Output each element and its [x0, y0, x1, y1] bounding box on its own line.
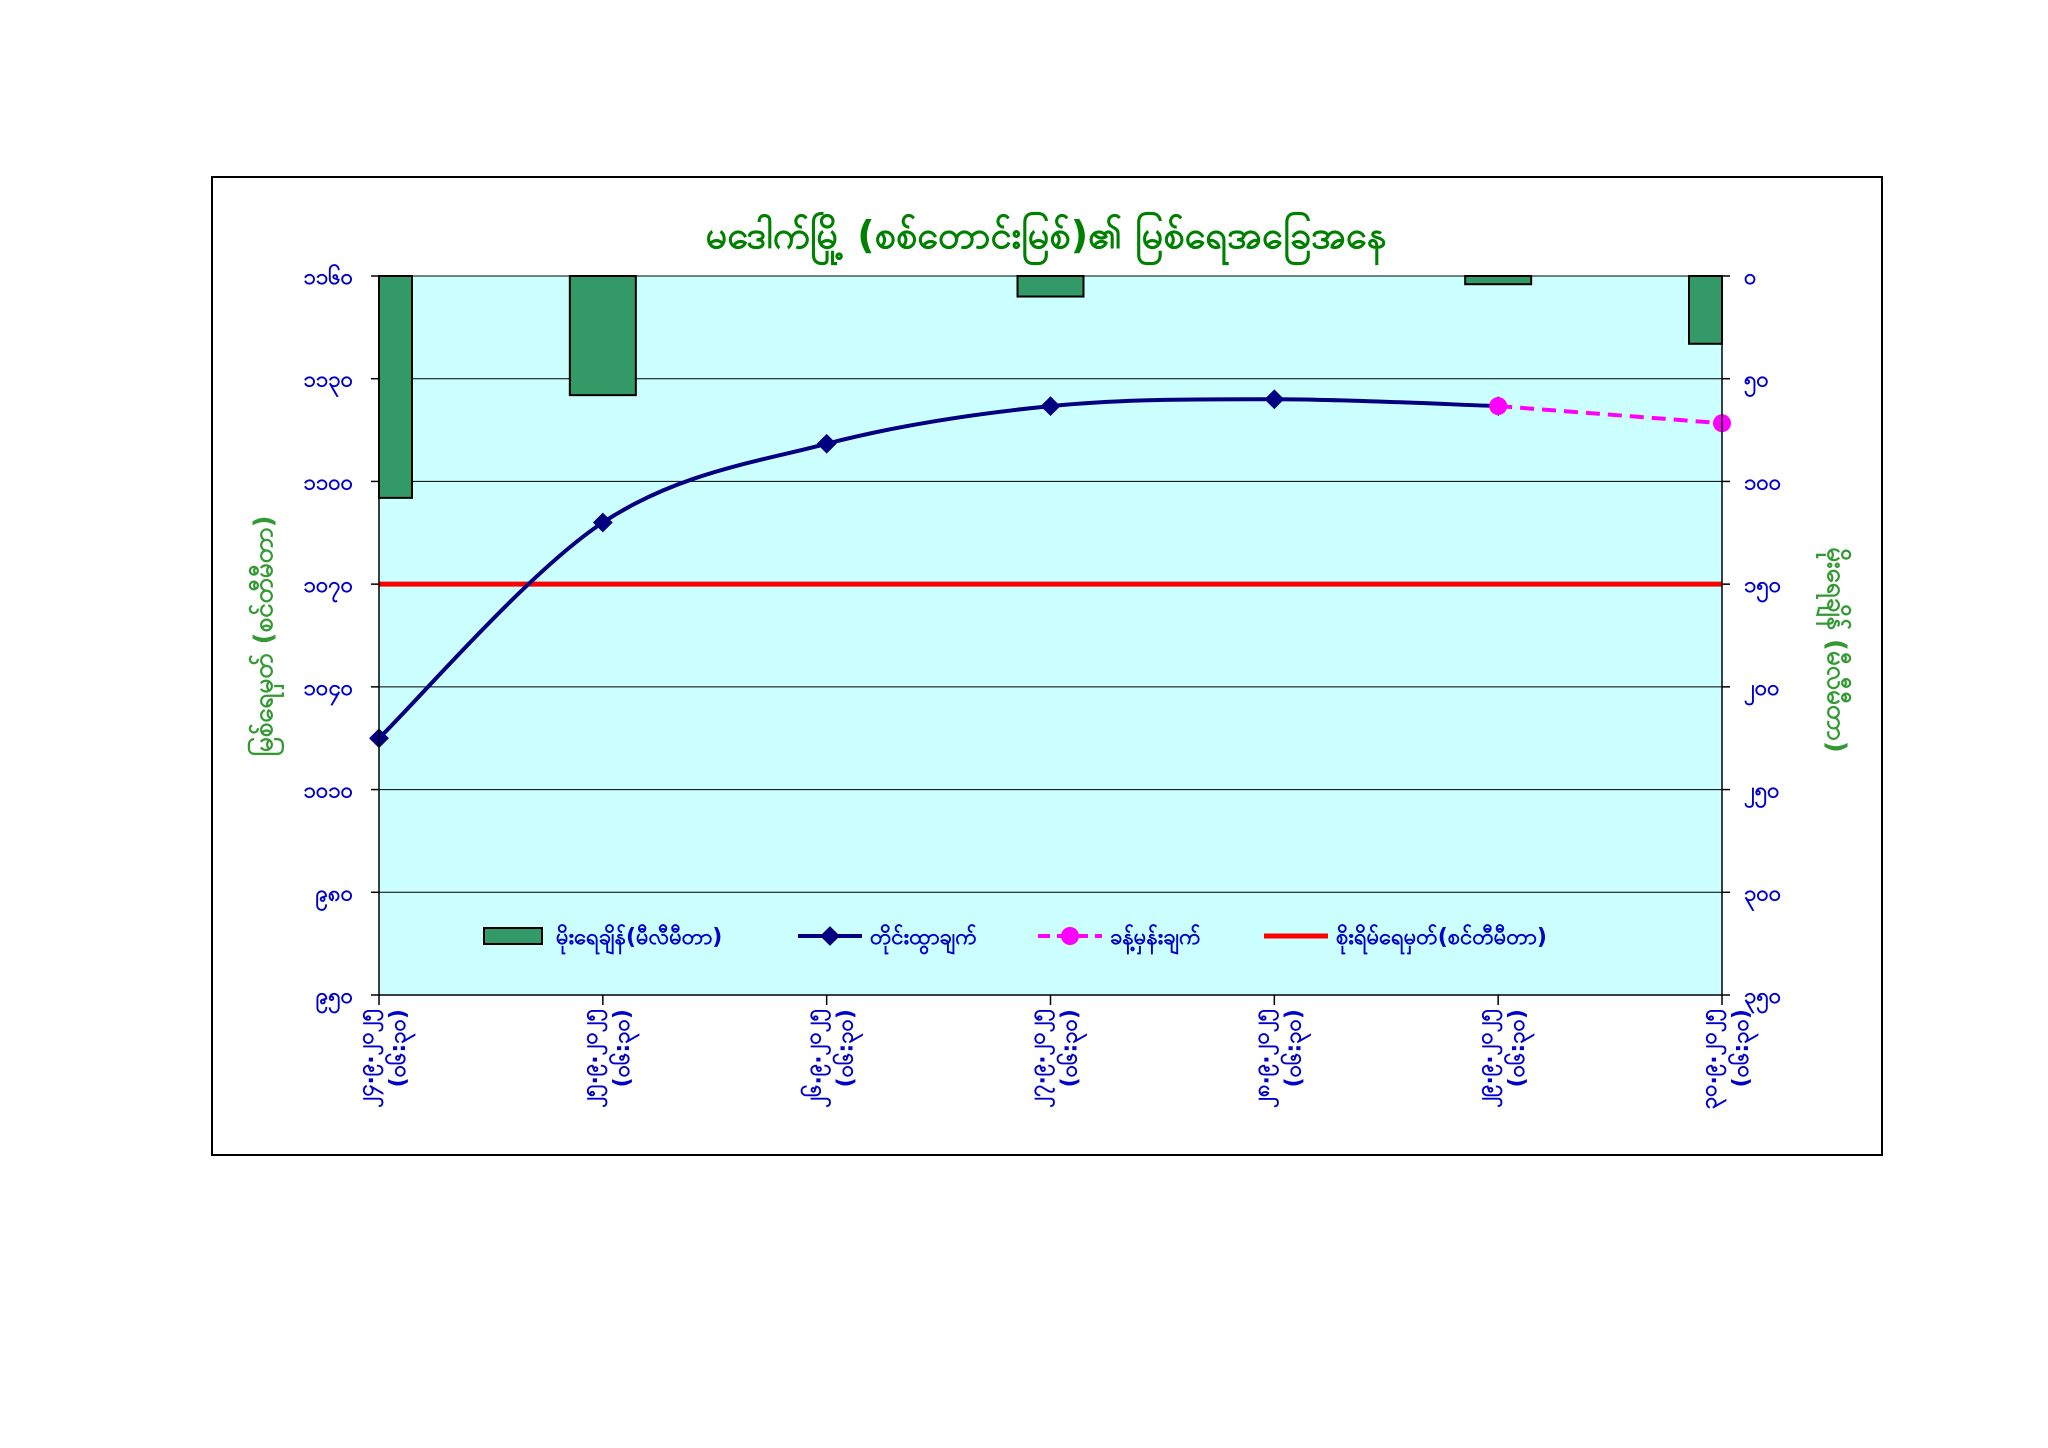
x-tick-label: ၂၅.၉.၂၀၂၅ (၀၆:၃၀)	[578, 1009, 640, 1108]
forecast-point	[1489, 397, 1508, 416]
rainfall-bar	[1688, 275, 1723, 345]
left-tick-label: ၁၁၃၀	[304, 368, 354, 398]
left-tick-label: ၁၀၁၀	[304, 779, 354, 804]
legend-item: ခန့်မှန်းချက်	[1038, 923, 1201, 955]
x-tick-date: ၂၄.၉.၂၀၂၅	[354, 1009, 384, 1108]
forecast-line	[1498, 404, 1723, 426]
x-tick-label: ၃၀.၉.၂၀၂၅ (၀၆:၃၀)	[1697, 1009, 1759, 1109]
x-tick-time: (၀၆:၃၀)	[1056, 1009, 1088, 1087]
x-tick-label: ၂၆.၉.၂၀၂၅ (၀၆:၃၀)	[800, 1009, 864, 1108]
legend-label: မိုးရေချိန်(မီလီမီတာ)	[556, 923, 722, 955]
left-tick-label: ၉၅၀	[316, 984, 353, 1014]
left-tick-label: ၁၀၄၀	[304, 676, 354, 706]
rainfall-bar	[1464, 275, 1533, 286]
right-axis-title: မိုးရေချိန် (မီလီမီတာ)	[1815, 547, 1852, 753]
x-tick-date: ၂၈.၉.၂၀၂၅	[1249, 1009, 1279, 1108]
legend-label: တိုင်းထွာချက်	[870, 923, 977, 955]
x-tick-time: (၀၆:၃၀)	[608, 1009, 640, 1087]
left-tick-label: ၁၁၆၀	[304, 263, 354, 290]
x-tick-date: ၂၅.၉.၂၀၂၅	[578, 1009, 608, 1108]
x-tick-time: (၀၆:၃၀)	[1279, 1009, 1311, 1087]
chart-title: မဒေါက်မြို့ (စစ်တောင်းမြစ်)၏ မြစ်ရေအခြေအ…	[706, 212, 1387, 266]
legend-item: စိုးရိမ်ရေမှတ်(စင်တီမီတာ)	[1264, 923, 1547, 955]
right-tick-label: ၂၀၀	[1744, 676, 1780, 706]
right-tick-label: ၁၅၀	[1744, 573, 1781, 603]
left-tick-label: ၁၁၀၀	[304, 470, 354, 495]
legend: မိုးရေချိန်(မီလီမီတာ) တိုင်းထွာချက် ခန့်မှ…	[483, 923, 1547, 955]
legend-item: တိုင်းထွာချက်	[798, 923, 977, 955]
right-tick-label: ၁၀၀	[1744, 470, 1781, 495]
x-tick-label: ၂၉.၉.၂၀၂၅ (၀၆:၃၀)	[1473, 1009, 1535, 1108]
x-tick-label: ၂၈.၉.၂၀၂၅ (၀၆:၃၀)	[1249, 1009, 1311, 1108]
legend-label: စိုးရိမ်ရေမှတ်(စင်တီမီတာ)	[1336, 923, 1547, 955]
right-tick-label: ၅၀	[1744, 368, 1769, 398]
observed-level-point	[1040, 396, 1061, 417]
x-tick-date: ၃၀.၉.၂၀၂၅	[1697, 1009, 1727, 1109]
x-tick-time: (၀၆:၃၀)	[1503, 1009, 1535, 1087]
legend-forecast-marker	[1061, 927, 1079, 945]
right-tick-label: ၂၅၀	[1744, 779, 1780, 809]
x-tick-time: (၀၆:၃၀)	[1727, 1009, 1759, 1087]
legend-item: မိုးရေချိန်(မီလီမီတာ)	[483, 923, 722, 955]
x-tick-date: ၂၇.၉.၂၀၂၅	[1026, 1009, 1056, 1108]
x-tick-time: (၀၆:၃၀)	[832, 1009, 864, 1087]
left-tick-label: ၉၈၀	[316, 881, 353, 911]
x-tick-date: ၂၆.၉.၂၀၂၅	[800, 1009, 832, 1108]
right-tick-label: ၀	[1744, 265, 1756, 290]
rainfall-bar	[1016, 275, 1085, 298]
right-tick-label: ၃၀၀	[1744, 881, 1781, 911]
rainfall-bar	[378, 275, 413, 499]
left-tick-label: ၁၀၇၀	[304, 573, 354, 603]
legend-label: ခန့်မှန်းချက်	[1110, 923, 1201, 955]
rainfall-bar	[568, 275, 637, 397]
x-tick-time: (၀၆:၃၀)	[384, 1009, 416, 1087]
x-tick-date: ၂၉.၉.၂၀၂၅	[1473, 1009, 1503, 1108]
legend-bar-swatch	[483, 927, 543, 945]
x-tick-label: ၂၄.၉.၂၀၂၅ (၀၆:၃၀)	[354, 1009, 416, 1108]
x-tick-label: ၂၇.၉.၂၀၂၅ (၀၆:၃၀)	[1026, 1009, 1088, 1108]
rainfall-bars	[378, 275, 1723, 499]
left-axis-title: မြစ်ရေမှတ် (စင်တီမီတာ)	[246, 515, 285, 756]
observed-level-line	[377, 397, 1499, 740]
observed-level-point	[1264, 389, 1285, 410]
